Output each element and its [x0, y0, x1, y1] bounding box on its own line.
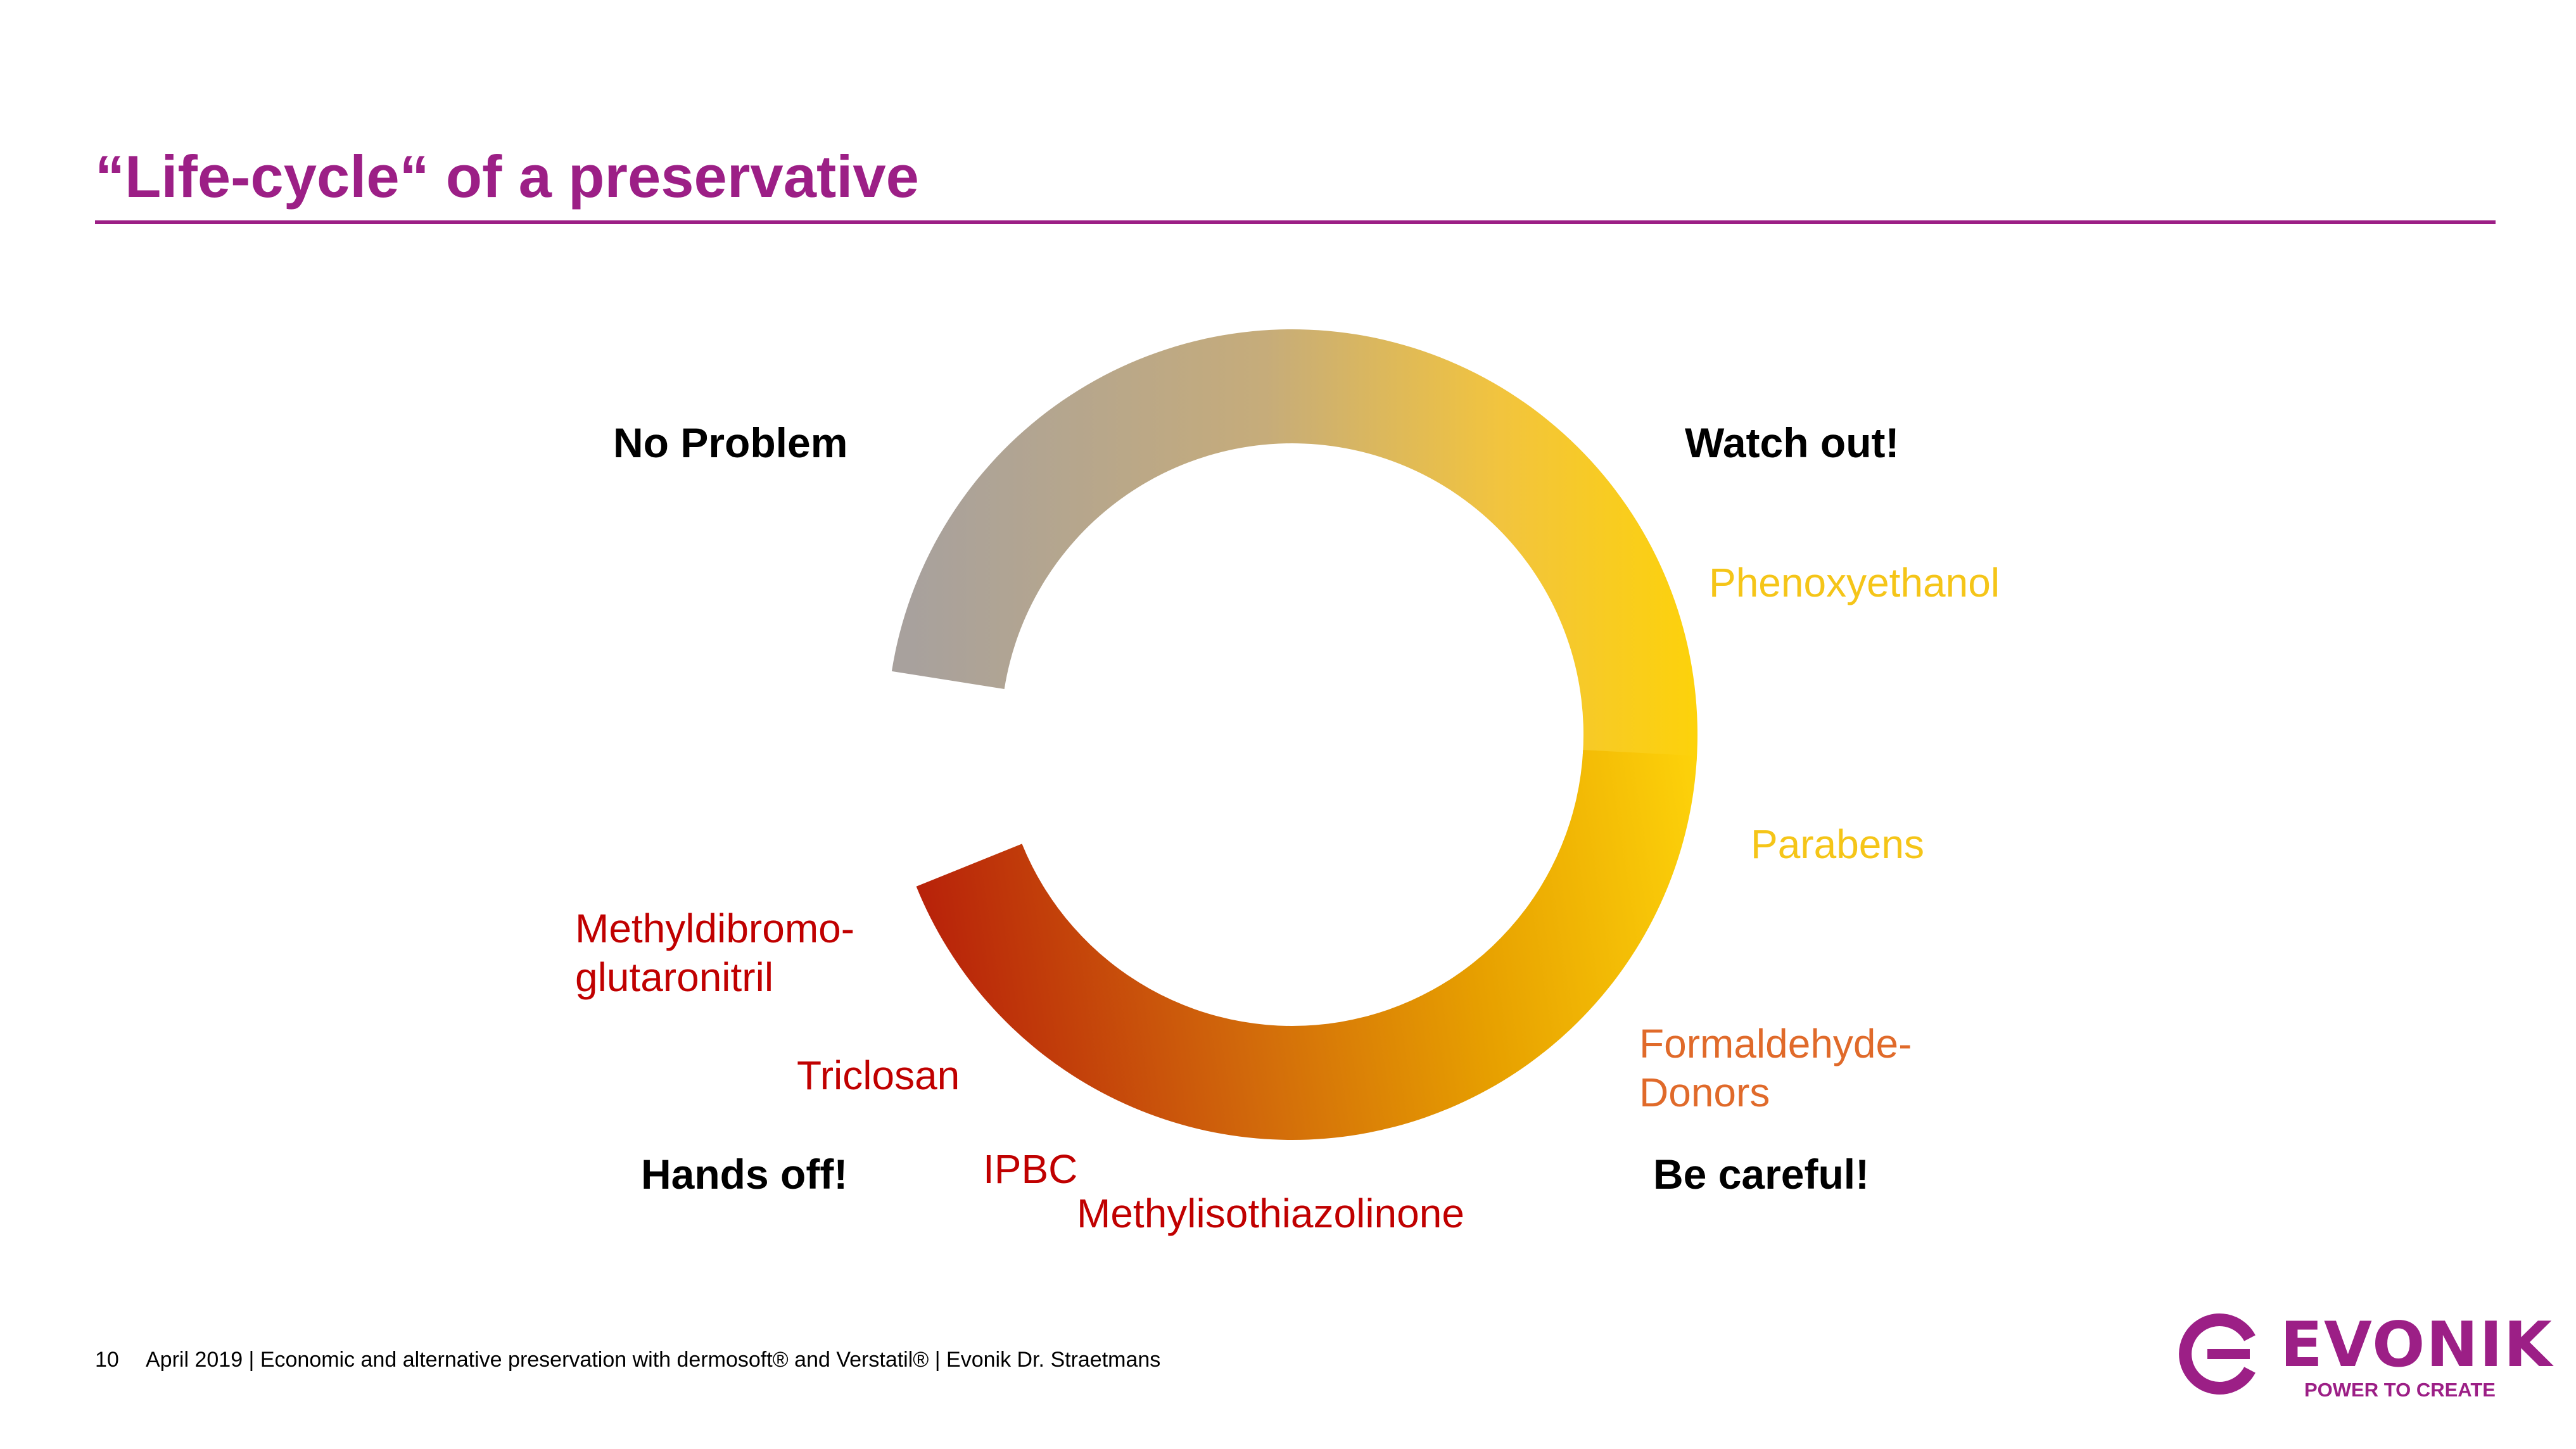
substance-methyldibromo-glutaronitril: Methyldibromo- glutaronitril [575, 904, 854, 1002]
evonik-tagline: POWER TO CREATE [2304, 1379, 2496, 1401]
stage-be-careful: Be careful! [1653, 1151, 1870, 1198]
evonik-wordmark: EVONIK [2280, 1309, 2553, 1381]
evonik-e-icon [2179, 1313, 2256, 1395]
evonik-logo: EVONIK POWER TO CREATE [2179, 1308, 2552, 1403]
substance-ipbc: IPBC [983, 1146, 1078, 1192]
slide-title: “Life-cycle“ of a preservative [95, 143, 919, 210]
footer-text: April 2019 | Economic and alternative pr… [146, 1348, 1161, 1372]
substance-triclosan: Triclosan [797, 1053, 960, 1098]
substance-formaldehyde-donors: Formaldehyde- Donors [1639, 1020, 1912, 1117]
stage-no-problem: No Problem [613, 419, 848, 466]
stage-watch-out: Watch out! [1685, 419, 1900, 466]
slide-footer: 10 April 2019 | Economic and alternative … [95, 1348, 1160, 1372]
stage-hands-off: Hands off! [641, 1151, 848, 1198]
substance-methylisothiazolinone: Methylisothiazolinone [1077, 1191, 1464, 1236]
substance-phenoxyethanol: Phenoxyethanol [1709, 560, 2000, 605]
page-number: 10 [95, 1348, 119, 1372]
methyldibromo-line-2: glutaronitril [575, 954, 774, 1000]
ring-lower-segment [916, 750, 1697, 1141]
methyldibromo-line-1: Methyldibromo- [575, 906, 855, 951]
title-underline [95, 220, 2496, 224]
formaldehyde-line-2: Donors [1639, 1069, 1770, 1115]
ring-upper-segment [891, 329, 1697, 763]
substance-parabens: Parabens [1751, 821, 1924, 867]
formaldehyde-line-1: Formaldehyde- [1639, 1021, 1912, 1066]
